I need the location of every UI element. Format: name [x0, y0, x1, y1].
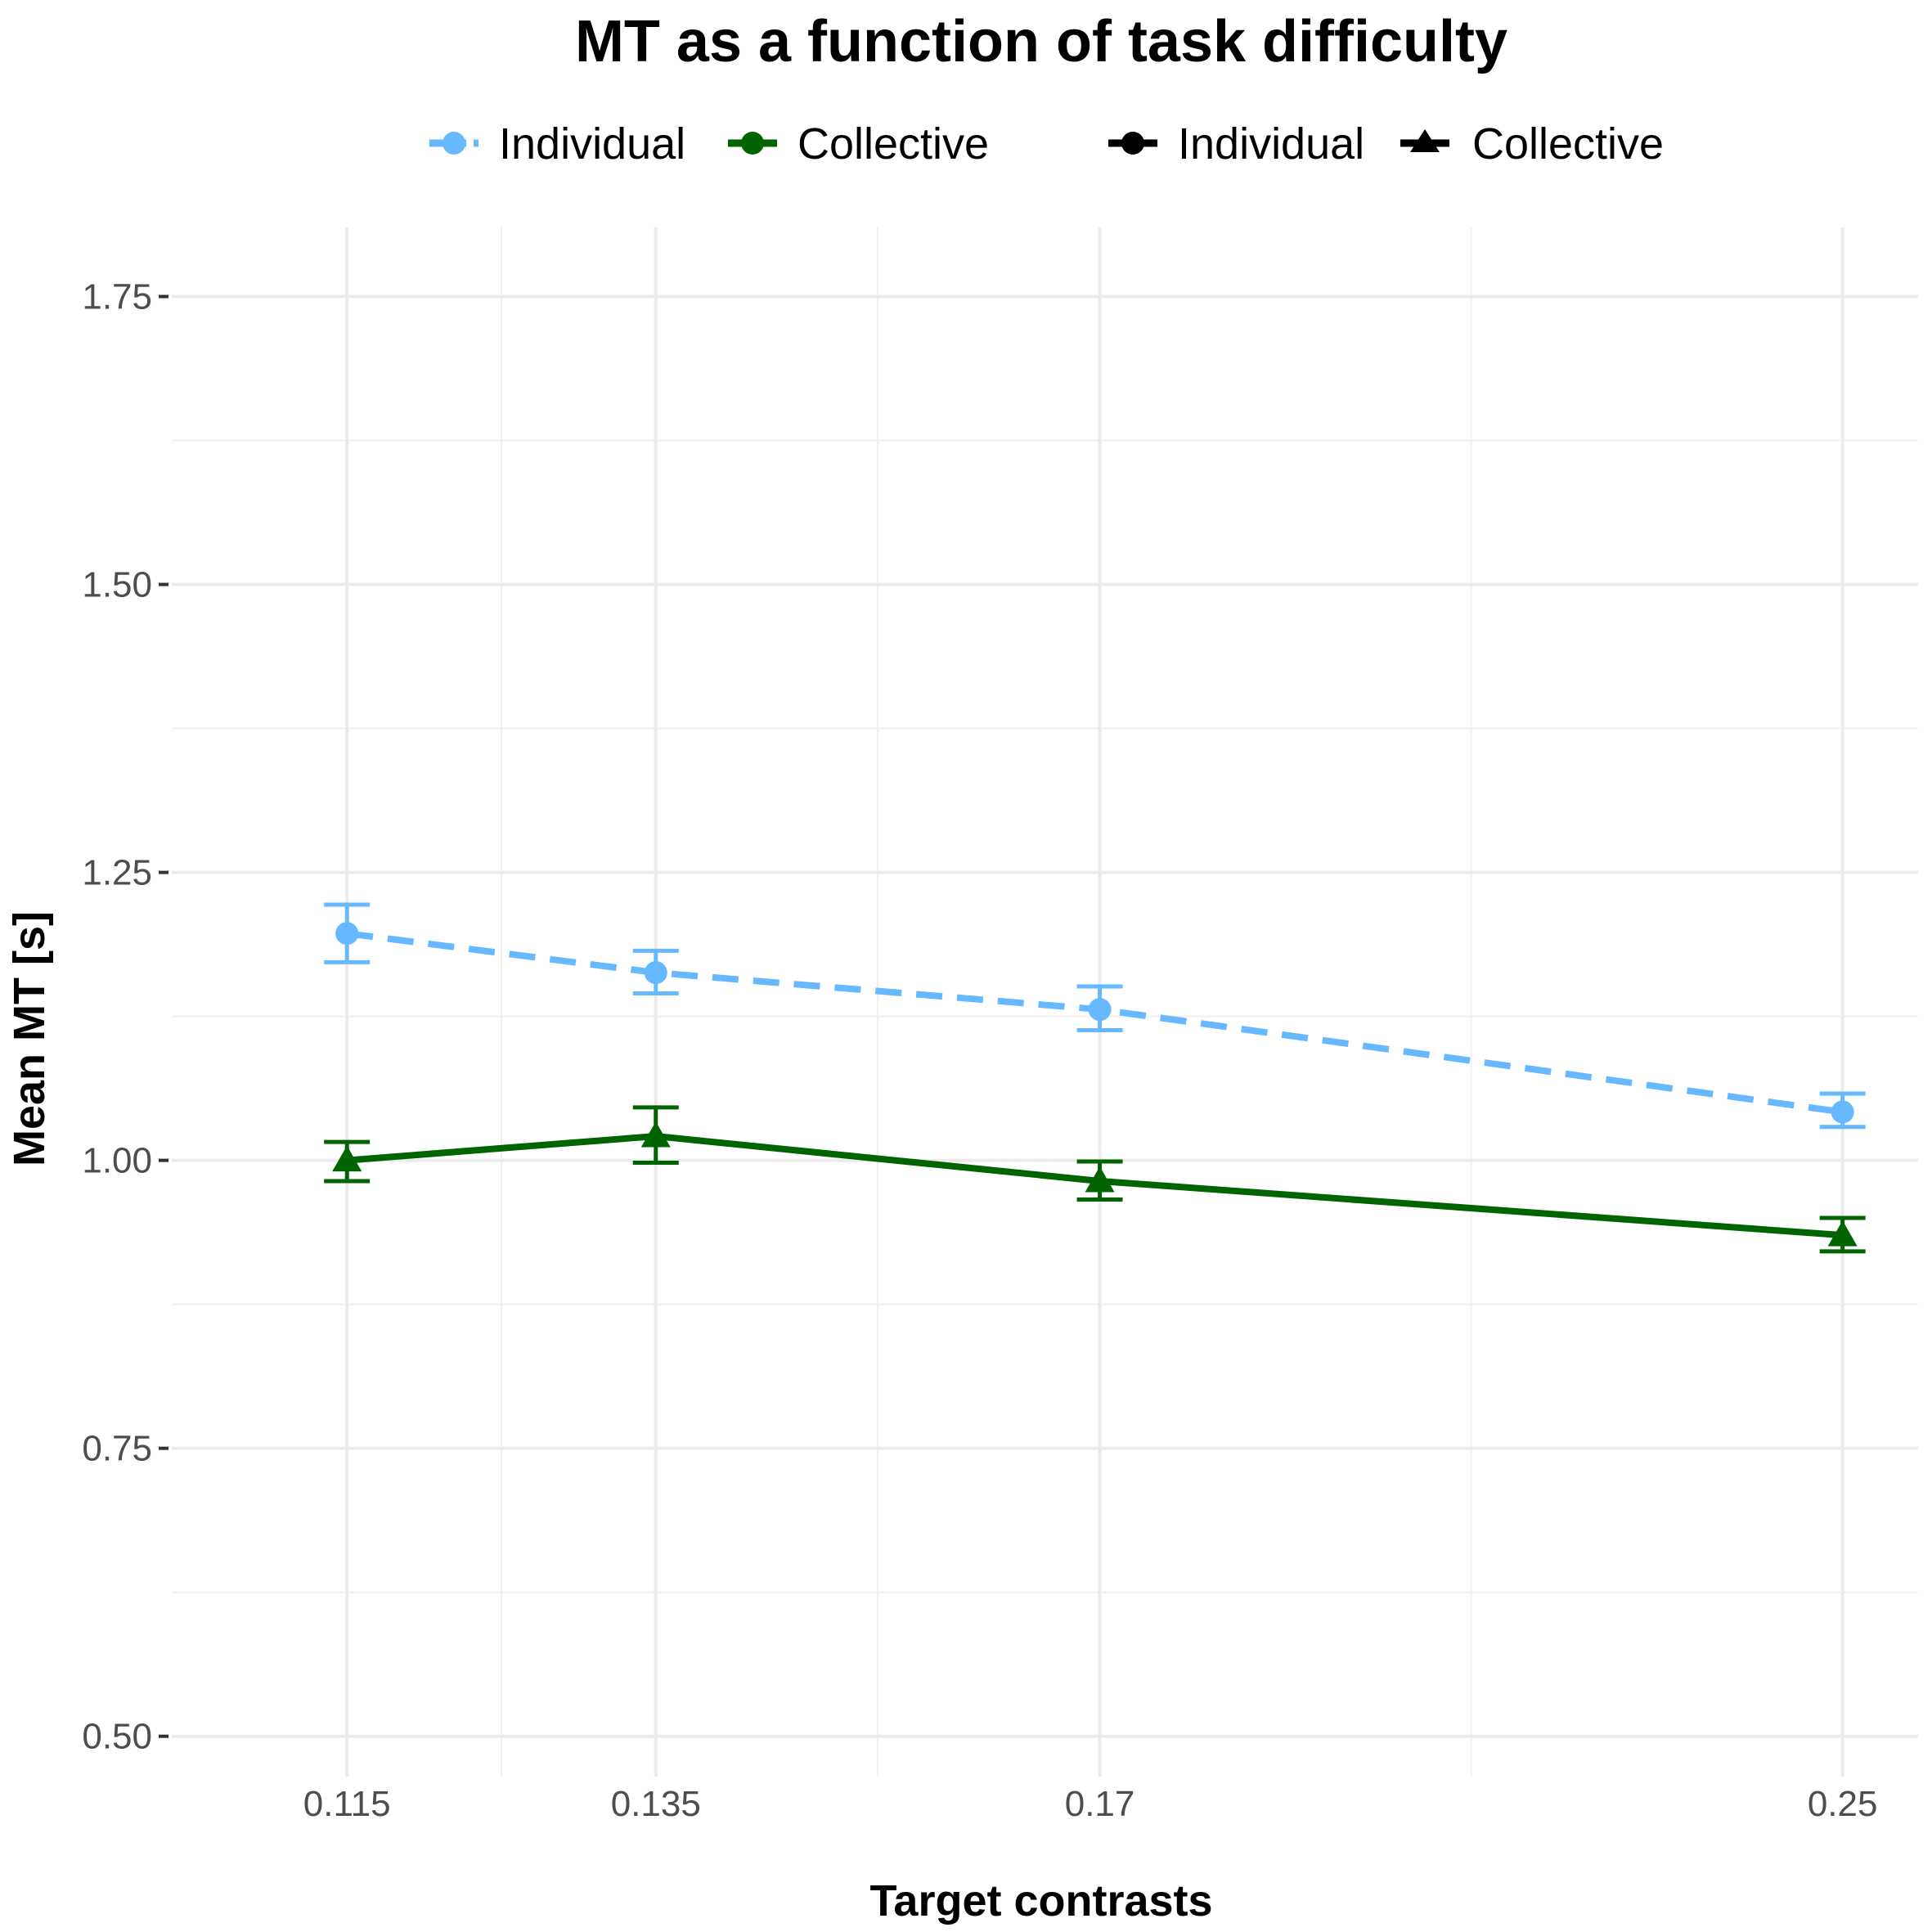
x-axis-title: Target contrasts: [869, 1876, 1212, 1925]
y-tick-label: 0.75: [82, 1429, 152, 1469]
legend-circle-individual: [443, 132, 465, 155]
data-point-collective: [1827, 1220, 1858, 1247]
legend-label-individual: Individual: [499, 119, 685, 168]
series-line-individual: [346, 930, 1844, 1116]
legend-label-collective: Collective: [798, 119, 989, 168]
axes: 0.50 0.75 1.00 1.25 1.50 1.75 0.115 0.135 0.17 0.…: [82, 276, 1877, 1824]
x-tick-label: 0.25: [1808, 1784, 1878, 1824]
y-tick-label: 1.75: [82, 276, 152, 317]
y-tick-label: 1.25: [82, 853, 152, 893]
legend-triangle-shape-collective: [1410, 129, 1440, 152]
data-point-collective: [1085, 1166, 1115, 1193]
grid: [172, 227, 1918, 1777]
series-collective: [324, 1105, 1866, 1254]
legend-label-shape-individual: Individual: [1178, 119, 1364, 168]
legend-circle-shape-individual: [1121, 132, 1144, 155]
x-tick-label: 0.17: [1065, 1784, 1135, 1824]
y-tick-label: 0.50: [82, 1717, 152, 1757]
x-tick-label: 0.135: [611, 1784, 701, 1824]
legend: Individual Collective Individual Collect…: [429, 119, 1664, 168]
data-point-individual: [1831, 1100, 1854, 1124]
data-point-individual: [1088, 998, 1112, 1022]
legend-circle-collective: [741, 132, 764, 155]
data-point-individual: [335, 922, 359, 946]
series-layer: [324, 902, 1866, 1254]
y-axis-title: Mean MT [s]: [5, 911, 54, 1166]
y-tick-label: 1.50: [82, 565, 152, 605]
chart-title: MT as a function of task difficulty: [575, 9, 1507, 74]
legend-label-shape-collective: Collective: [1472, 119, 1664, 168]
data-point-collective: [332, 1145, 362, 1172]
series-line-collective: [346, 1133, 1843, 1239]
data-point-collective: [640, 1121, 671, 1148]
series-individual: [324, 902, 1866, 1130]
data-point-individual: [644, 961, 667, 985]
y-tick-label: 1.00: [82, 1141, 152, 1181]
x-tick-label: 0.115: [303, 1784, 391, 1824]
